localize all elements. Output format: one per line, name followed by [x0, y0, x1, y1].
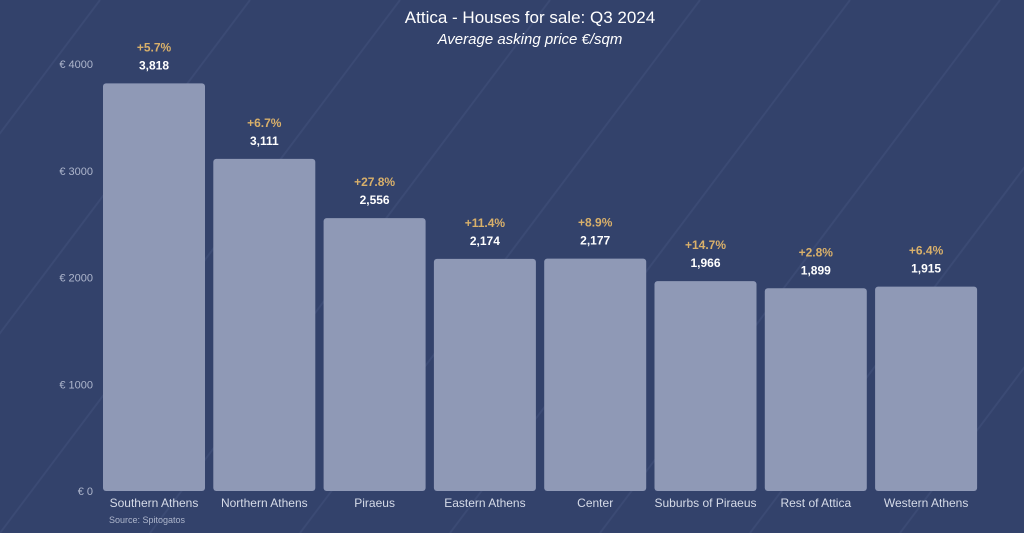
x-tick-label: Northern Athens: [221, 496, 308, 510]
change-label: +6.4%: [909, 244, 944, 258]
change-label: +14.7%: [685, 238, 726, 252]
value-label: 2,174: [470, 234, 500, 248]
source-note: Source: Spitogatos: [109, 515, 186, 525]
bar: [875, 286, 978, 491]
bar: [544, 258, 647, 491]
bar: [323, 218, 426, 491]
value-label: 1,899: [801, 263, 831, 277]
bar: [433, 258, 536, 491]
bar: [103, 83, 205, 491]
value-label: 3,111: [250, 134, 279, 148]
x-tick-label: Eastern Athens: [444, 496, 525, 510]
background-stripe: [0, 0, 101, 135]
x-tick-label: Suburbs of Piraeus: [654, 496, 756, 510]
y-axis: € 0 € 1000 € 2000 € 3000 € 4000: [59, 59, 93, 498]
bars-group: 3,818 +5.7% Southern Athens 3,111 +6.7% North…: [103, 40, 978, 510]
x-tick-label: Western Athens: [884, 496, 969, 510]
change-label: +8.9%: [578, 216, 613, 230]
y-tick-label: € 3000: [59, 166, 93, 178]
x-tick-label: Southern Athens: [110, 496, 199, 510]
y-tick-label: € 0: [78, 486, 93, 498]
y-tick-label: € 4000: [59, 59, 93, 71]
x-tick-label: Rest of Attica: [780, 496, 851, 510]
change-label: +2.8%: [799, 245, 834, 259]
change-label: +27.8%: [354, 175, 395, 189]
value-label: 1,915: [911, 262, 941, 276]
bar: [764, 288, 867, 491]
x-tick-label: Piraeus: [354, 496, 395, 510]
value-label: 1,966: [690, 256, 720, 270]
value-label: 2,177: [580, 234, 610, 248]
change-label: +6.7%: [247, 116, 282, 130]
bar: [213, 158, 316, 491]
x-tick-label: Center: [577, 496, 613, 510]
chart-title: Attica - Houses for sale: Q3 2024: [405, 8, 655, 27]
chart-subtitle: Average asking price €/sqm: [437, 31, 623, 48]
change-label: +11.4%: [465, 216, 506, 230]
y-tick-label: € 2000: [59, 273, 93, 285]
value-label: 3,818: [139, 58, 169, 72]
bar: [654, 281, 757, 491]
value-label: 2,556: [360, 193, 390, 207]
y-tick-label: € 1000: [59, 379, 93, 391]
change-label: +5.7%: [137, 40, 172, 54]
